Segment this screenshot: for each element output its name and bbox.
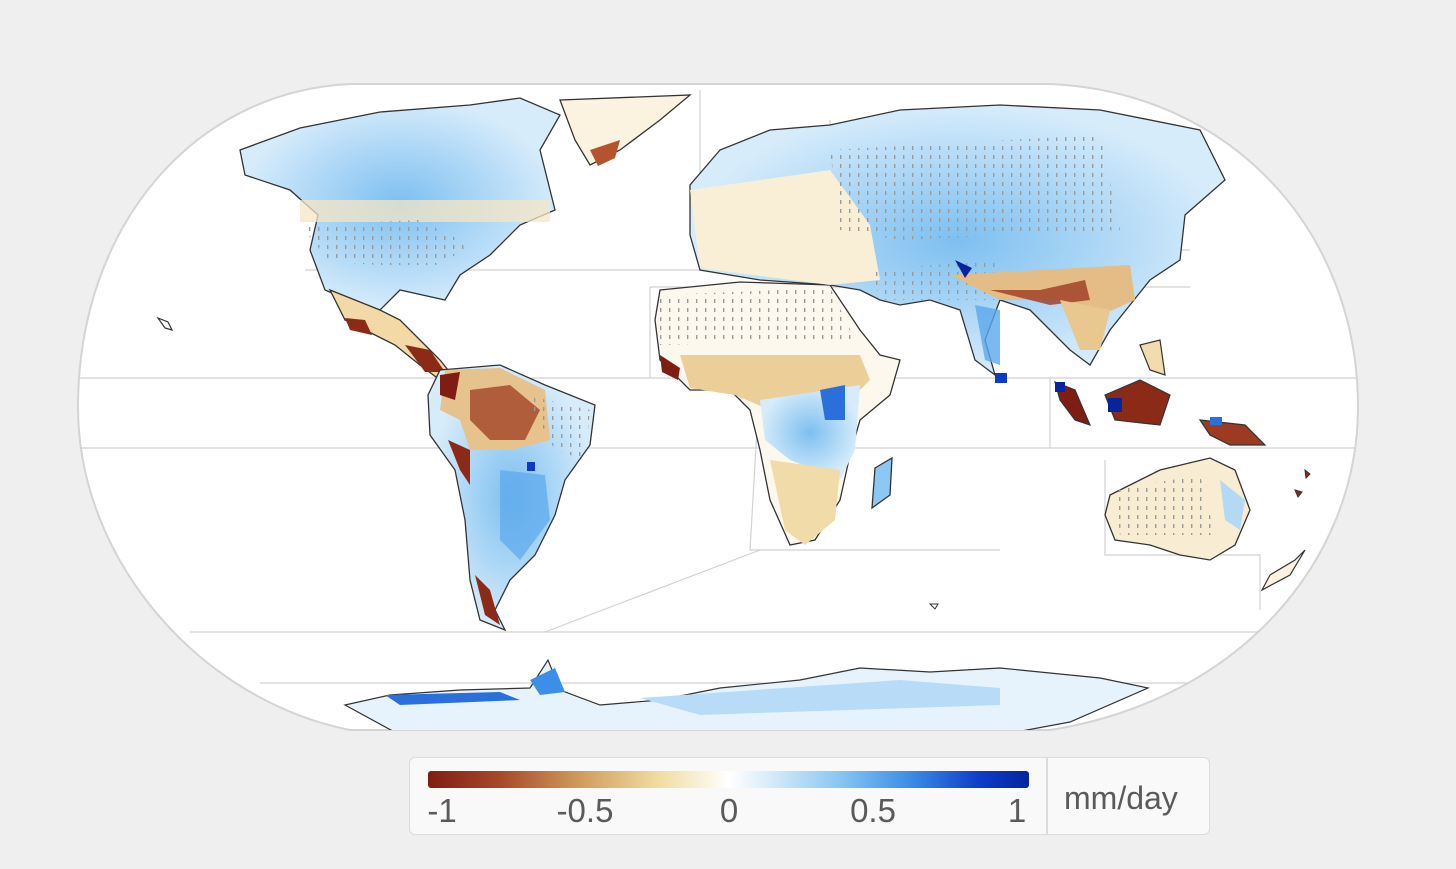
- new-zealand: [1260, 549, 1306, 592]
- colorbar-tick-label: 0.5: [850, 792, 896, 829]
- legend-unit-label: mm/day: [1064, 780, 1178, 816]
- colorbar-tick-label: -1: [427, 792, 457, 829]
- hawaii: [156, 316, 174, 331]
- indonesia: [1054, 380, 1092, 426]
- madagascar: [871, 456, 893, 510]
- greenland: [559, 94, 692, 166]
- legend-divider: [1046, 758, 1048, 834]
- kerguelen: [928, 603, 939, 610]
- colorbar-tick-label: -0.5: [556, 792, 614, 829]
- colorbar-legend: -1 -0.5 0 0.5 1 mm/day: [409, 757, 1210, 835]
- pacific-islands: [1294, 468, 1311, 498]
- colorbar-gradient: [428, 771, 1029, 788]
- colorbar-tick-label: 1: [1007, 792, 1027, 829]
- colorbar-tick-label: 0: [719, 792, 739, 829]
